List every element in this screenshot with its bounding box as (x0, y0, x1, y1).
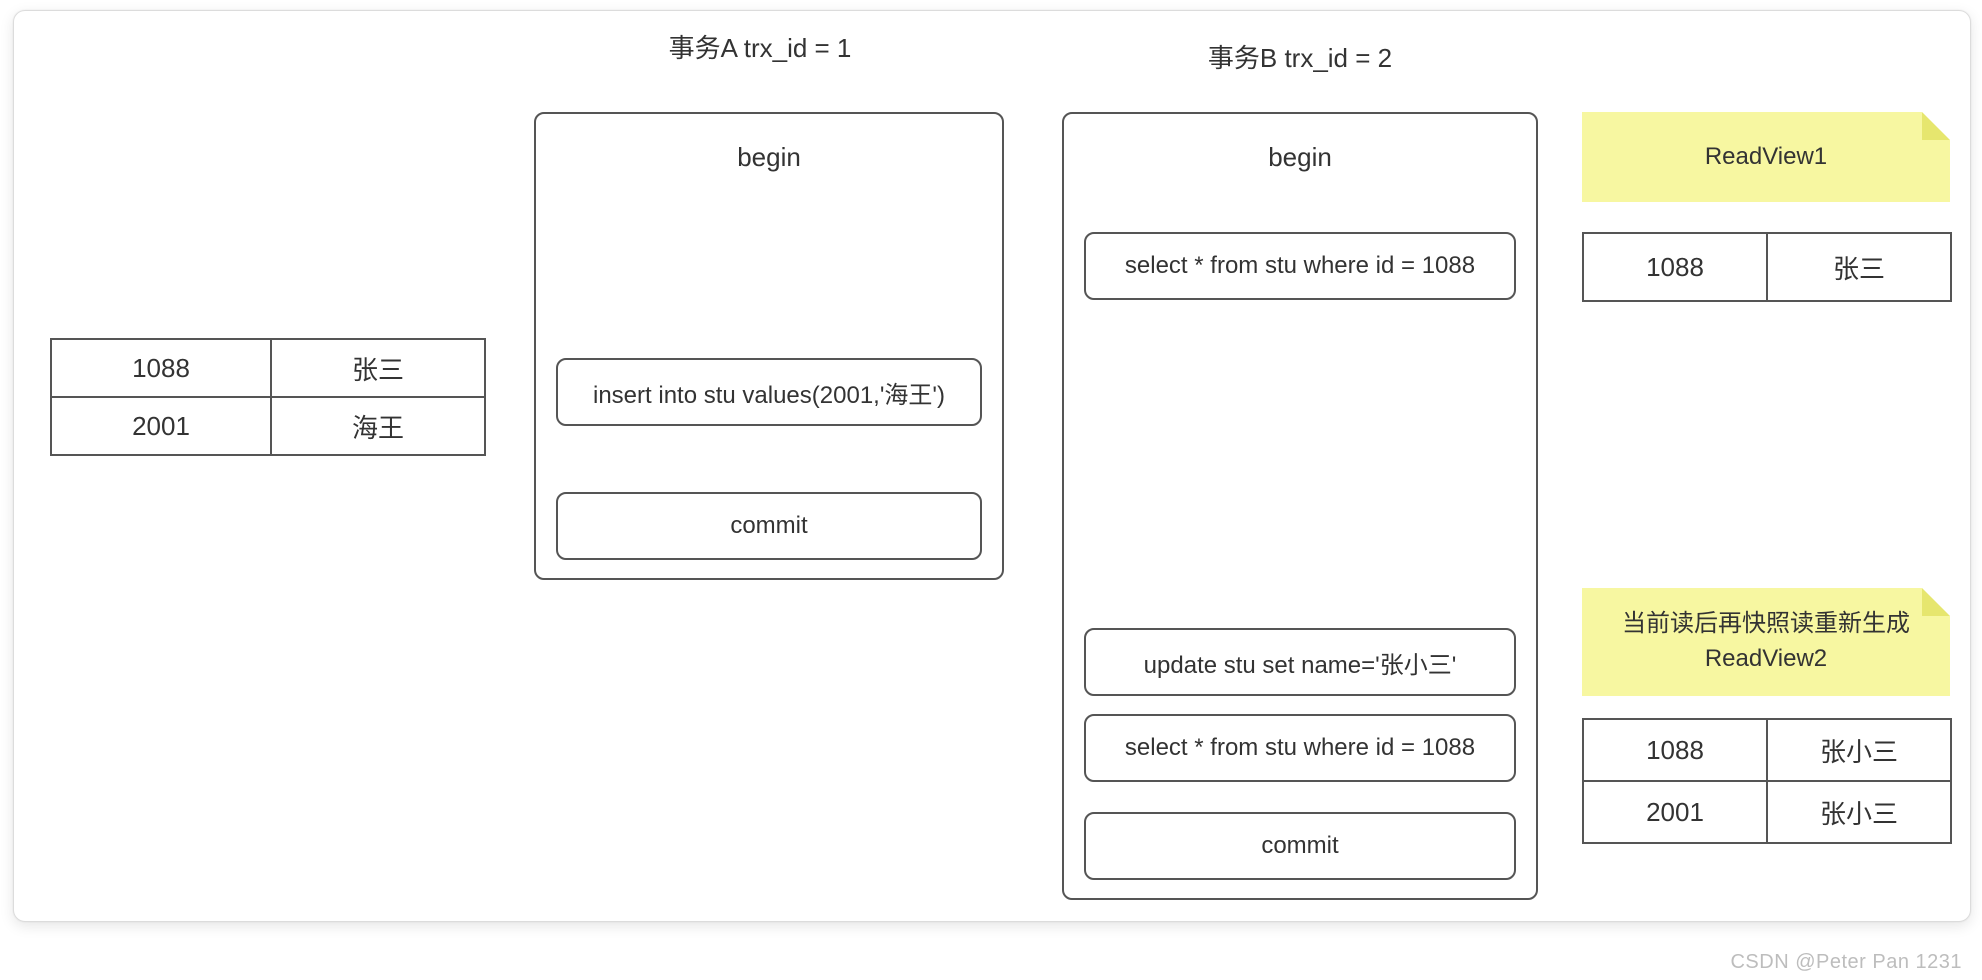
sticky-text: ReadView1 (1705, 140, 1827, 175)
sticky-fold-icon (1922, 588, 1950, 616)
table-row: 2001 张小三 (1583, 781, 1951, 843)
cell: 海王 (271, 397, 485, 455)
cell: 张小三 (1767, 781, 1951, 843)
sticky-readview1: ReadView1 (1582, 112, 1950, 202)
sticky-readview2: 当前读后再快照读重新生成 ReadView2 (1582, 588, 1950, 696)
trx-a-stmt-insert: insert into stu values(2001,'海王') (556, 358, 982, 426)
readview2-table: 1088 张小三 2001 张小三 (1582, 718, 1952, 844)
cell: 张三 (271, 339, 485, 397)
cell: 1088 (51, 339, 271, 397)
watermark: CSDN @Peter Pan 1231 (1730, 951, 1962, 974)
table-row: 2001 海王 (51, 397, 485, 455)
trx-b-stmt-update: update stu set name='张小三' (1084, 628, 1516, 696)
sticky-text: 当前读后再快照读重新生成 ReadView2 (1622, 607, 1910, 677)
header-trx-b: 事务B trx_id = 2 (1040, 38, 1560, 75)
readview1-table: 1088 张三 (1582, 232, 1952, 302)
table-row: 1088 张小三 (1583, 719, 1951, 781)
trx-a-stmt-commit: commit (556, 492, 982, 560)
diagram-canvas: 事务A trx_id = 1 事务B trx_id = 2 1088 张三 20… (0, 0, 1982, 980)
left-table: 1088 张三 2001 海王 (50, 338, 486, 456)
trx-a-begin: begin (536, 142, 1002, 173)
trx-b-stmt-commit: commit (1084, 812, 1516, 880)
header-trx-a: 事务A trx_id = 1 (520, 28, 1000, 65)
trx-b-begin: begin (1064, 142, 1536, 173)
table-row: 1088 张三 (51, 339, 485, 397)
trx-b-stmt-select2: select * from stu where id = 1088 (1084, 714, 1516, 782)
cell: 1088 (1583, 719, 1767, 781)
cell: 张小三 (1767, 719, 1951, 781)
cell: 2001 (51, 397, 271, 455)
cell: 2001 (1583, 781, 1767, 843)
table-row: 1088 张三 (1583, 233, 1951, 301)
cell: 1088 (1583, 233, 1767, 301)
cell: 张三 (1767, 233, 1951, 301)
trx-b-stmt-select1: select * from stu where id = 1088 (1084, 232, 1516, 300)
sticky-fold-icon (1922, 112, 1950, 140)
